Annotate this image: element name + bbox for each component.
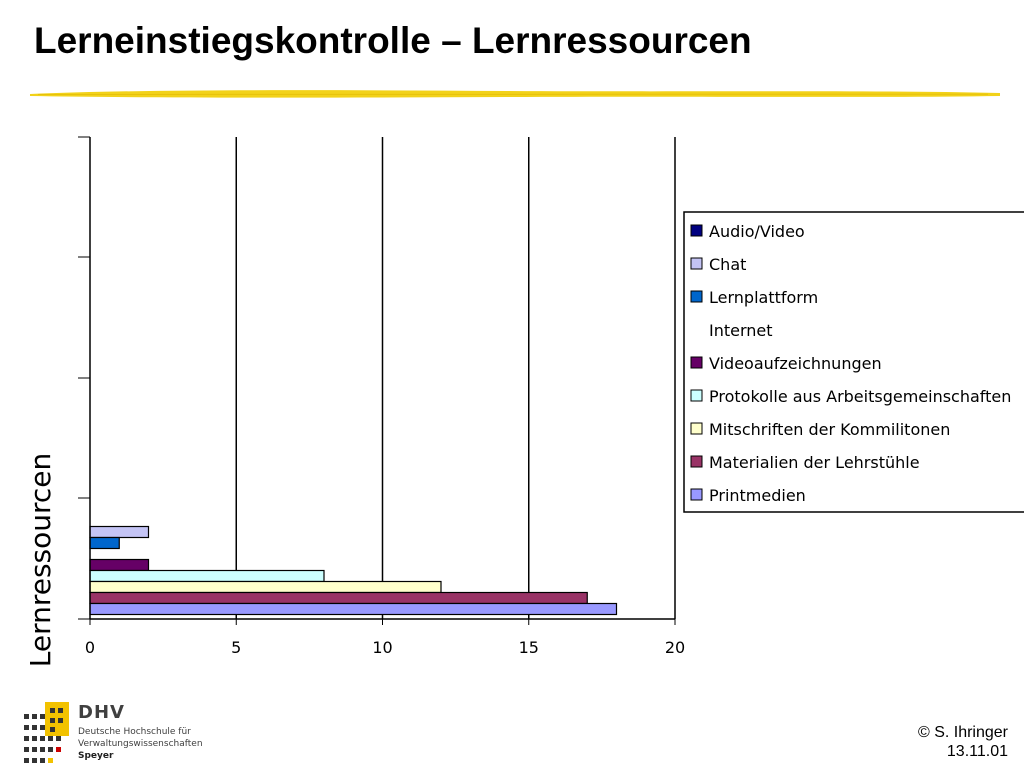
legend-swatch-protokolle-aus-arbeitsgemeinschaften xyxy=(690,389,703,402)
bar-chart: 0 5 10 15 20 Lernressourcen Audio/Video Chat L… xyxy=(24,136,1024,668)
bar-materialien-der-lehrst-hle xyxy=(89,591,588,605)
legend-swatch-lernplattform xyxy=(690,290,703,303)
legend-label-lernplattform: Lernplattform xyxy=(709,288,818,307)
legend: Audio/Video Chat Lernplattform Internet Vide… xyxy=(683,211,1024,513)
legend-label-chat: Chat xyxy=(709,255,746,274)
legend-label-audio-video: Audio/Video xyxy=(709,222,805,241)
tick-labels: 0 5 10 15 20 xyxy=(85,638,685,657)
legend-swatch-videoaufzeichnungen xyxy=(690,356,703,369)
footer-date: 13.11.01 xyxy=(946,743,1008,760)
legend-label-mitschriften-der-kommilitonen: Mitschriften der Kommilitonen xyxy=(709,420,950,439)
x-tick-label-20: 20 xyxy=(665,638,685,657)
bar-protokolle-aus-arbeitsgemeinschaften xyxy=(89,569,325,583)
bar-mitschriften-der-kommilitonen xyxy=(89,580,442,594)
y-axis-label: Lernressourcen xyxy=(24,453,57,668)
bar-chat xyxy=(89,525,150,539)
bar-videoaufzeichnungen xyxy=(89,558,150,572)
x-tick-label-10: 10 xyxy=(372,638,392,657)
legend-label-protokolle-aus-arbeitsgemeinschaften: Protokolle aus Arbeitsgemeinschaften xyxy=(709,387,1011,406)
legend-box xyxy=(683,211,1024,513)
legend-swatch-materialien-der-lehrst-hle xyxy=(690,455,703,468)
legend-label-materialien-der-lehrst-hle: Materialien der Lehrstühle xyxy=(709,453,920,472)
copyright-text: © S. Ihringer xyxy=(917,724,1008,741)
logo-subtitle-1: Deutsche Hochschule für xyxy=(78,727,191,737)
logo-name: DHV xyxy=(78,702,125,723)
legend-swatch-chat xyxy=(690,257,703,270)
title-underline xyxy=(30,90,1000,98)
logo-subtitle-2: Verwaltungswissenschaften xyxy=(78,739,203,749)
logo-location: Speyer xyxy=(78,751,114,761)
bar-lernplattform xyxy=(89,536,120,550)
axes xyxy=(78,136,676,625)
x-tick-label-0: 0 xyxy=(85,638,95,657)
dhv-logo: DHV Deutsche Hochschule für Verwaltungsw… xyxy=(22,700,222,766)
slide-title: Lerneinstiegskontrolle – Lernressourcen xyxy=(34,20,752,61)
legend-label-internet: Internet xyxy=(709,321,773,340)
footer: © S. Ihringer 13.11.01 xyxy=(918,723,1008,761)
legend-swatch-printmedien xyxy=(690,488,703,501)
bars xyxy=(89,525,618,616)
legend-swatch-mitschriften-der-kommilitonen xyxy=(690,422,703,435)
legend-swatch-audio-video xyxy=(690,224,703,237)
bar-printmedien xyxy=(89,602,618,616)
legend-label-videoaufzeichnungen: Videoaufzeichnungen xyxy=(709,354,882,373)
x-tick-label-15: 15 xyxy=(519,638,539,657)
x-tick-label-5: 5 xyxy=(231,638,241,657)
legend-label-printmedien: Printmedien xyxy=(709,486,806,505)
dhv-logo-mark xyxy=(24,702,69,763)
gridlines xyxy=(235,137,676,619)
